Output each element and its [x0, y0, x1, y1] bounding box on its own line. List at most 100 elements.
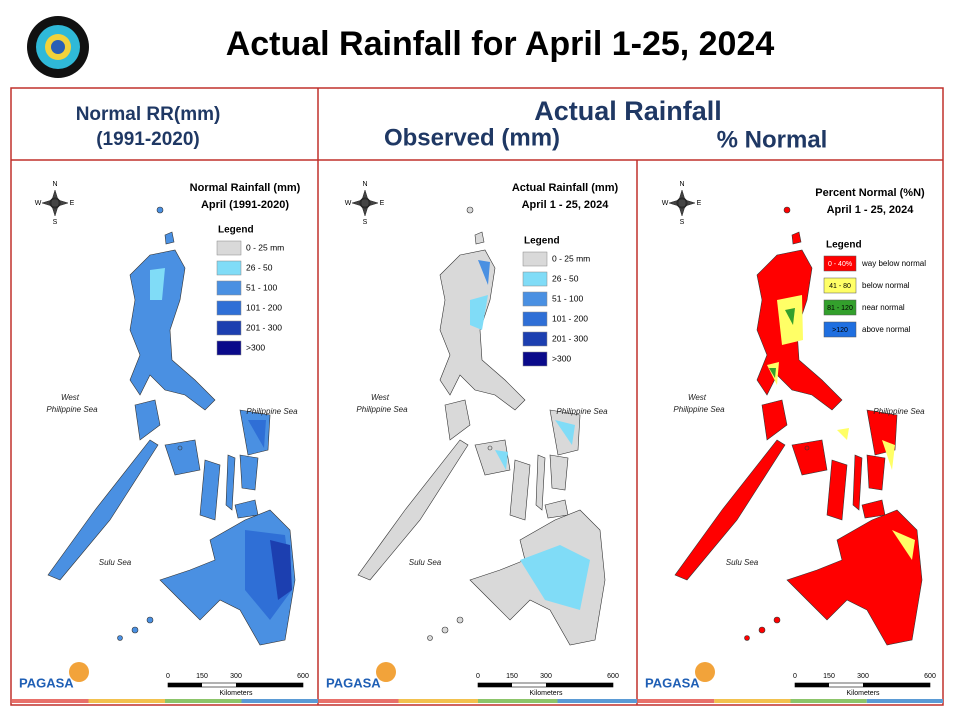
map-title: Percent Normal (%N)	[815, 187, 925, 199]
stripe	[398, 699, 478, 703]
legend-swatch	[522, 311, 548, 327]
scale-label: 600	[924, 673, 936, 680]
scale-label: Kilometers	[846, 690, 880, 697]
scale-label: 150	[196, 673, 208, 680]
scale-bar	[168, 683, 202, 687]
legend-label: 41 - 80	[829, 283, 851, 290]
compass	[41, 189, 69, 217]
legend-label: 26 - 50	[552, 273, 579, 283]
sea-label: West	[371, 393, 390, 402]
sea-label: West	[61, 393, 80, 402]
stripe	[88, 699, 165, 703]
sea-label: Philippine Sea	[673, 405, 725, 414]
sea-label: Philippine Sea	[46, 405, 98, 414]
sea-label: West	[688, 393, 707, 402]
compass-label: S	[680, 219, 685, 226]
map-title: April (1991-2020)	[201, 199, 289, 211]
slide-title: Actual Rainfall for April 1-25, 2024	[226, 25, 775, 63]
legend-swatch	[522, 331, 548, 347]
map-panel: Normal Rainfall (mm) April (1991-2020) N E S…	[12, 181, 318, 703]
scale-label: 0	[476, 673, 480, 680]
panels: Normal Rainfall (mm) April (1991-2020) N E S…	[12, 181, 943, 703]
legend-label: 101 - 200	[246, 302, 282, 312]
map-region	[777, 295, 803, 345]
map-region	[150, 268, 165, 300]
map-region	[248, 420, 266, 448]
stripe	[557, 699, 637, 703]
map-title: Actual Rainfall (mm)	[512, 182, 619, 194]
scale-label: 150	[823, 673, 835, 680]
stripe	[478, 699, 558, 703]
stripe	[165, 699, 242, 703]
legend-label: 201 - 300	[552, 333, 588, 343]
compass	[49, 197, 61, 209]
map-region	[478, 260, 490, 285]
map-region	[555, 420, 575, 445]
compass	[359, 197, 371, 209]
scale-label: 0	[793, 673, 797, 680]
map-panel: Actual Rainfall (mm) April 1 - 25, 2024 N E…	[319, 181, 637, 703]
map	[674, 206, 923, 646]
legend-swatch	[522, 351, 548, 367]
legend-label: 0 - 25 mm	[552, 253, 590, 263]
logo-text: PAGASA	[19, 675, 74, 690]
legend-swatch	[216, 300, 242, 316]
legend-title: Legend	[524, 236, 560, 247]
legend-label: 51 - 100	[552, 293, 583, 303]
scale-label: 150	[506, 673, 518, 680]
legend-swatch	[522, 271, 548, 287]
header-text: (1991-2020)	[96, 129, 200, 150]
legend-label: 51 - 100	[246, 282, 277, 292]
sea-label: Philippine Sea	[873, 407, 925, 416]
legend-label: 0 - 40%	[828, 261, 852, 268]
logo	[27, 16, 89, 78]
logo-text: PAGASA	[326, 675, 381, 690]
compass	[676, 197, 688, 209]
legend-label: >300	[552, 353, 571, 363]
legend-text: near normal	[862, 303, 905, 312]
legend-label: >300	[246, 342, 265, 352]
compass	[668, 189, 696, 217]
legend-swatch	[522, 251, 548, 267]
header-text: Normal RR(mm)	[76, 104, 221, 125]
scale-bar	[863, 683, 930, 687]
map-region	[882, 440, 895, 470]
legend-swatch	[823, 255, 857, 272]
legend-label: 81 - 120	[827, 305, 853, 312]
scale-label: 0	[166, 673, 170, 680]
map-region	[769, 368, 776, 378]
map-title: Normal Rainfall (mm)	[190, 182, 301, 194]
legend-title: Legend	[826, 240, 862, 251]
scale-label: 600	[607, 673, 619, 680]
compass-label: S	[363, 219, 368, 226]
compass-label: N	[362, 181, 367, 188]
legend-swatch	[216, 280, 242, 296]
map-panel: Percent Normal (%N) April 1 - 25, 2024 N E S…	[638, 181, 943, 703]
compass-label: E	[697, 200, 702, 207]
map-title: April 1 - 25, 2024	[827, 204, 915, 216]
legend-swatch	[823, 277, 857, 294]
sea-label: Philippine Sea	[246, 407, 298, 416]
legend-swatch	[522, 291, 548, 307]
map-region	[892, 530, 915, 560]
scale-bar	[236, 683, 303, 687]
map-region	[270, 540, 292, 600]
scale-label: 600	[297, 673, 309, 680]
compass-label: E	[380, 200, 385, 207]
map-title: April 1 - 25, 2024	[522, 199, 610, 211]
legend-title: Legend	[218, 225, 254, 236]
stripe	[241, 699, 318, 703]
legend-swatch	[216, 260, 242, 276]
legend-swatch	[823, 321, 857, 338]
logo-icon	[69, 662, 89, 682]
legend-label: 201 - 300	[246, 322, 282, 332]
legend-text: below normal	[862, 281, 910, 290]
sea-label: Philippine Sea	[356, 405, 408, 414]
frame	[10, 87, 944, 706]
legend-label: 101 - 200	[552, 313, 588, 323]
legend-swatch	[216, 240, 242, 256]
compass-label: W	[35, 200, 42, 207]
stripe	[714, 699, 791, 703]
logo-icon	[376, 662, 396, 682]
